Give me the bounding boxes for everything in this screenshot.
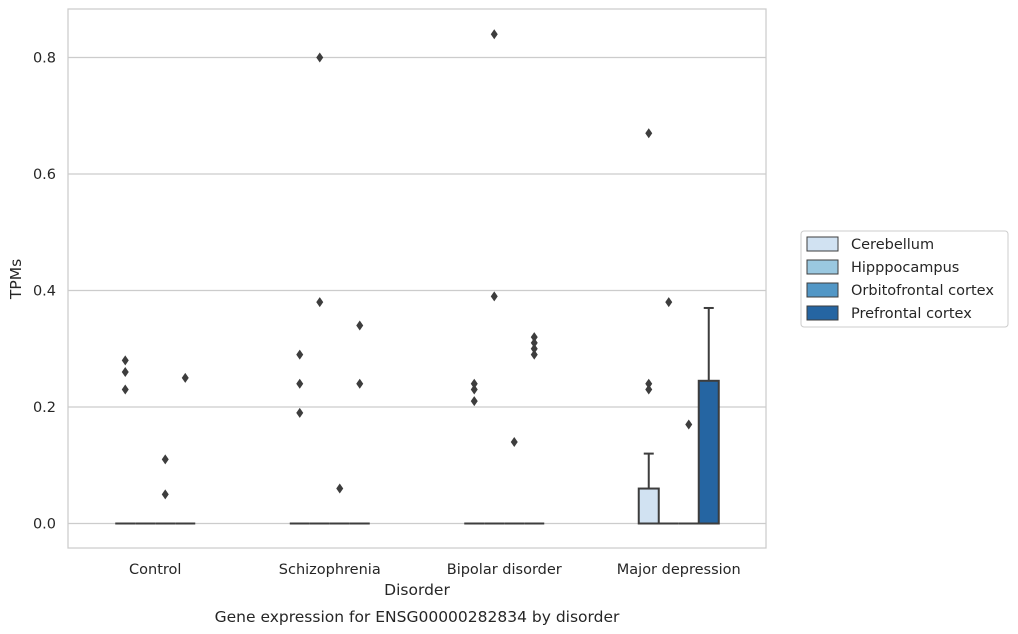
outlier-point: [161, 489, 169, 500]
outlier-point: [121, 355, 129, 366]
y-axis-label: TPMs: [7, 259, 25, 300]
outlier-point: [161, 454, 169, 465]
legend-swatch: [806, 259, 839, 275]
boxes: [115, 306, 720, 525]
outlier-point: [121, 384, 129, 395]
outlier-point: [645, 128, 653, 139]
y-tick-labels: 0.0 0.2 0.4 0.6 0.8: [33, 51, 56, 533]
legend: Cerebellum Hipppocampus Orbitofrontal cort…: [800, 230, 1009, 328]
y-tick-label: 0.0: [33, 517, 56, 533]
legend-swatch: [806, 305, 839, 321]
outlier-point: [316, 297, 324, 308]
y-tick-label: 0.8: [33, 51, 56, 67]
outlier-point: [530, 343, 538, 354]
x-tick-label: Bipolar disorder: [447, 562, 562, 578]
outlier-point: [490, 29, 498, 40]
outlier-point: [296, 407, 304, 418]
outlier-point: [490, 291, 498, 302]
legend-label: Orbitofrontal cortex: [851, 283, 994, 299]
y-tick-label: 0.2: [33, 400, 56, 416]
outlier-point: [336, 483, 344, 494]
gridlines: [68, 56, 766, 525]
x-axis-label: Disorder: [384, 581, 450, 599]
plot-area-frame: [67, 8, 767, 549]
outlier-point: [470, 396, 478, 407]
x-tick-label: Control: [129, 562, 181, 578]
box-body: [697, 379, 720, 525]
y-tick-label: 0.4: [33, 284, 56, 300]
legend-swatch: [806, 236, 839, 252]
x-tick-label: Major depression: [617, 562, 741, 578]
outlier-point: [530, 337, 538, 348]
outlier-point: [356, 378, 364, 389]
x-tick-labels: Control Schizophrenia Bipolar disorder Majo…: [129, 562, 741, 578]
outlier-point: [181, 372, 189, 383]
box-body: [637, 487, 660, 525]
outlier-point: [685, 419, 693, 430]
outlier-point: [530, 332, 538, 343]
outlier-point: [356, 320, 364, 331]
outlier-point: [665, 297, 673, 308]
outlier-point: [530, 349, 538, 360]
outlier-point: [296, 349, 304, 360]
legend-label: Hipppocampus: [851, 260, 959, 276]
x-tick-label: Schizophrenia: [279, 562, 381, 578]
outlier-point: [510, 436, 518, 447]
outlier-point: [296, 378, 304, 389]
outlier-point: [470, 384, 478, 395]
y-tick-label: 0.6: [33, 167, 56, 183]
outlier-point: [645, 378, 653, 389]
outlier-point: [121, 367, 129, 378]
legend-label: Prefrontal cortex: [851, 306, 972, 322]
outlier-point: [470, 378, 478, 389]
chart-caption: Gene expression for ENSG00000282834 by d…: [215, 608, 620, 626]
legend-label: Cerebellum: [851, 237, 934, 253]
outlier-point: [316, 52, 324, 63]
outliers: [121, 29, 693, 500]
legend-swatch: [806, 282, 839, 298]
legend-frame: [800, 230, 1009, 328]
outlier-point: [645, 384, 653, 395]
